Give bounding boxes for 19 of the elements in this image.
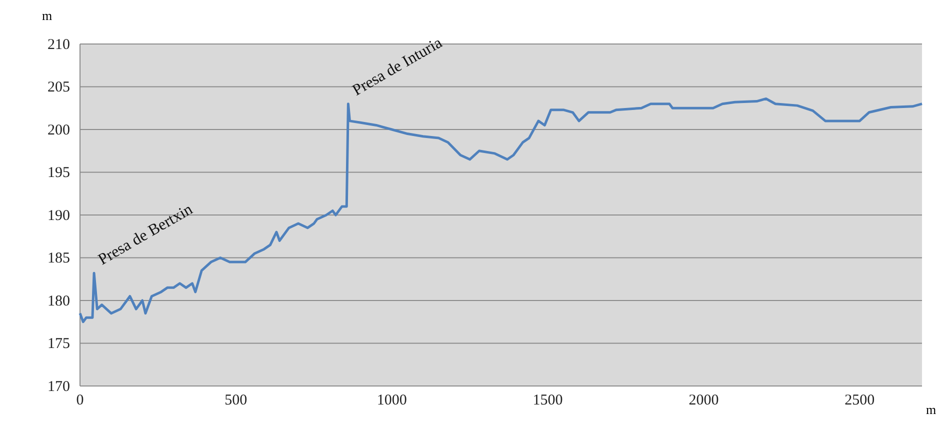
annotation: Presa de Inturia xyxy=(350,34,446,100)
x-tick-label: 500 xyxy=(224,392,248,409)
y-tick-label: 175 xyxy=(48,336,70,352)
x-tick-label: 2000 xyxy=(688,392,719,409)
x-tick-label: 0 xyxy=(76,392,84,409)
x-tick-label: 1500 xyxy=(532,392,563,409)
x-tick-label: 1000 xyxy=(376,392,407,409)
y-tick-label: 200 xyxy=(48,122,70,138)
y-axis-title: m xyxy=(42,8,52,23)
y-tick-label: 190 xyxy=(48,208,70,224)
y-tick-label: 180 xyxy=(48,293,70,310)
y-tick-label: 210 xyxy=(48,36,70,53)
x-tick-label: 2500 xyxy=(844,392,875,409)
y-tick-label: 205 xyxy=(48,80,70,96)
line-series xyxy=(78,97,924,324)
y-tick-label: 185 xyxy=(48,250,70,267)
y-tick-label: 195 xyxy=(48,165,70,182)
y-tick-label: 170 xyxy=(48,378,70,395)
x-axis-title: m xyxy=(926,402,936,417)
